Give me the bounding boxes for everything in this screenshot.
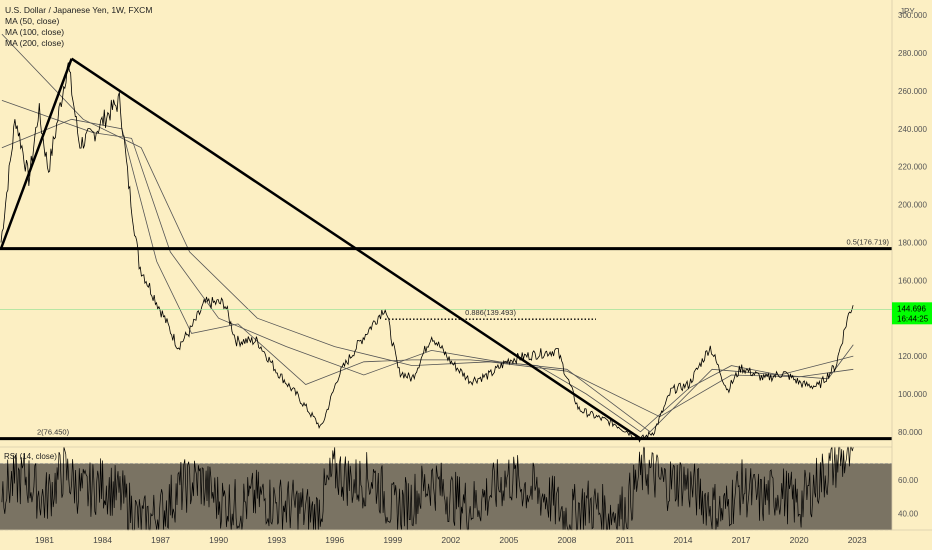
x-tick-label: 1990	[209, 535, 228, 545]
currency-label: JPY	[900, 7, 915, 16]
price-tag-countdown: 16:44:25	[897, 314, 929, 323]
x-tick-label: 2020	[790, 535, 809, 545]
y-tick-label: 180.000	[898, 238, 927, 247]
x-tick-label: 1999	[383, 535, 402, 545]
fib-label: 0.886(139.493)	[465, 308, 516, 317]
x-tick-label: 2008	[557, 535, 576, 545]
legend-ma100[interactable]: MA (100, close)	[5, 27, 65, 37]
legend-ma50[interactable]: MA (50, close)	[5, 16, 60, 26]
legend: U.S. Dollar / Japanese Yen, 1W, FXCM MA …	[5, 5, 152, 49]
x-tick-label: 2017	[732, 535, 751, 545]
x-tick-label: 2011	[616, 535, 635, 545]
price-series	[0, 62, 854, 443]
rsi-series	[1, 446, 854, 531]
x-tick-label: 1996	[325, 535, 344, 545]
ma-line-2	[1, 100, 854, 433]
x-tick-label: 2023	[848, 535, 867, 545]
y-tick-label: 240.000	[898, 125, 927, 134]
y-tick-label: 80.000	[898, 428, 923, 437]
ma-line-1	[1, 118, 854, 433]
rsi-pane: RSI (14, close)	[0, 446, 892, 531]
trendline-3	[0, 58, 73, 250]
ma-line-3	[1, 33, 854, 418]
y-tick-label: 280.000	[898, 49, 927, 58]
x-tick-label: 2002	[441, 535, 460, 545]
x-tick-label: 1987	[151, 535, 170, 545]
y-tick-label: 200.000	[898, 201, 927, 210]
x-tick-label: 1993	[267, 535, 286, 545]
rsi-label: RSI (14, close)	[4, 452, 57, 461]
x-tick-label: 1984	[93, 535, 112, 545]
x-tick-label: 1981	[35, 535, 54, 545]
legend-ma200[interactable]: MA (200, close)	[5, 38, 65, 48]
legend-symbol[interactable]: U.S. Dollar / Japanese Yen, 1W, FXCM	[5, 5, 153, 15]
rsi-tick-label: 60.00	[898, 476, 919, 485]
x-tick-label: 2005	[499, 535, 518, 545]
y-tick-label: 260.000	[898, 87, 927, 96]
price-tag-value: 144.696	[897, 304, 926, 313]
price-pane: 0.5(176.719) 0.886(139.493) 2(76.450)	[0, 33, 892, 443]
y-tick-label: 120.000	[898, 352, 927, 361]
level-label-2: 2(76.450)	[37, 428, 70, 437]
y-tick-label: 300.000	[898, 11, 927, 20]
y-tick-label: 220.000	[898, 163, 927, 172]
level-label-0: 0.5(176.719)	[846, 238, 889, 247]
y-tick-label: 160.000	[898, 276, 927, 285]
price-tag-bg	[892, 302, 932, 325]
x-tick-label: 2014	[674, 535, 693, 545]
rsi-tick-label: 40.00	[898, 509, 919, 518]
y-tick-label: 100.000	[898, 390, 927, 399]
trendline-4	[70, 57, 642, 440]
rsi-band	[0, 463, 892, 530]
